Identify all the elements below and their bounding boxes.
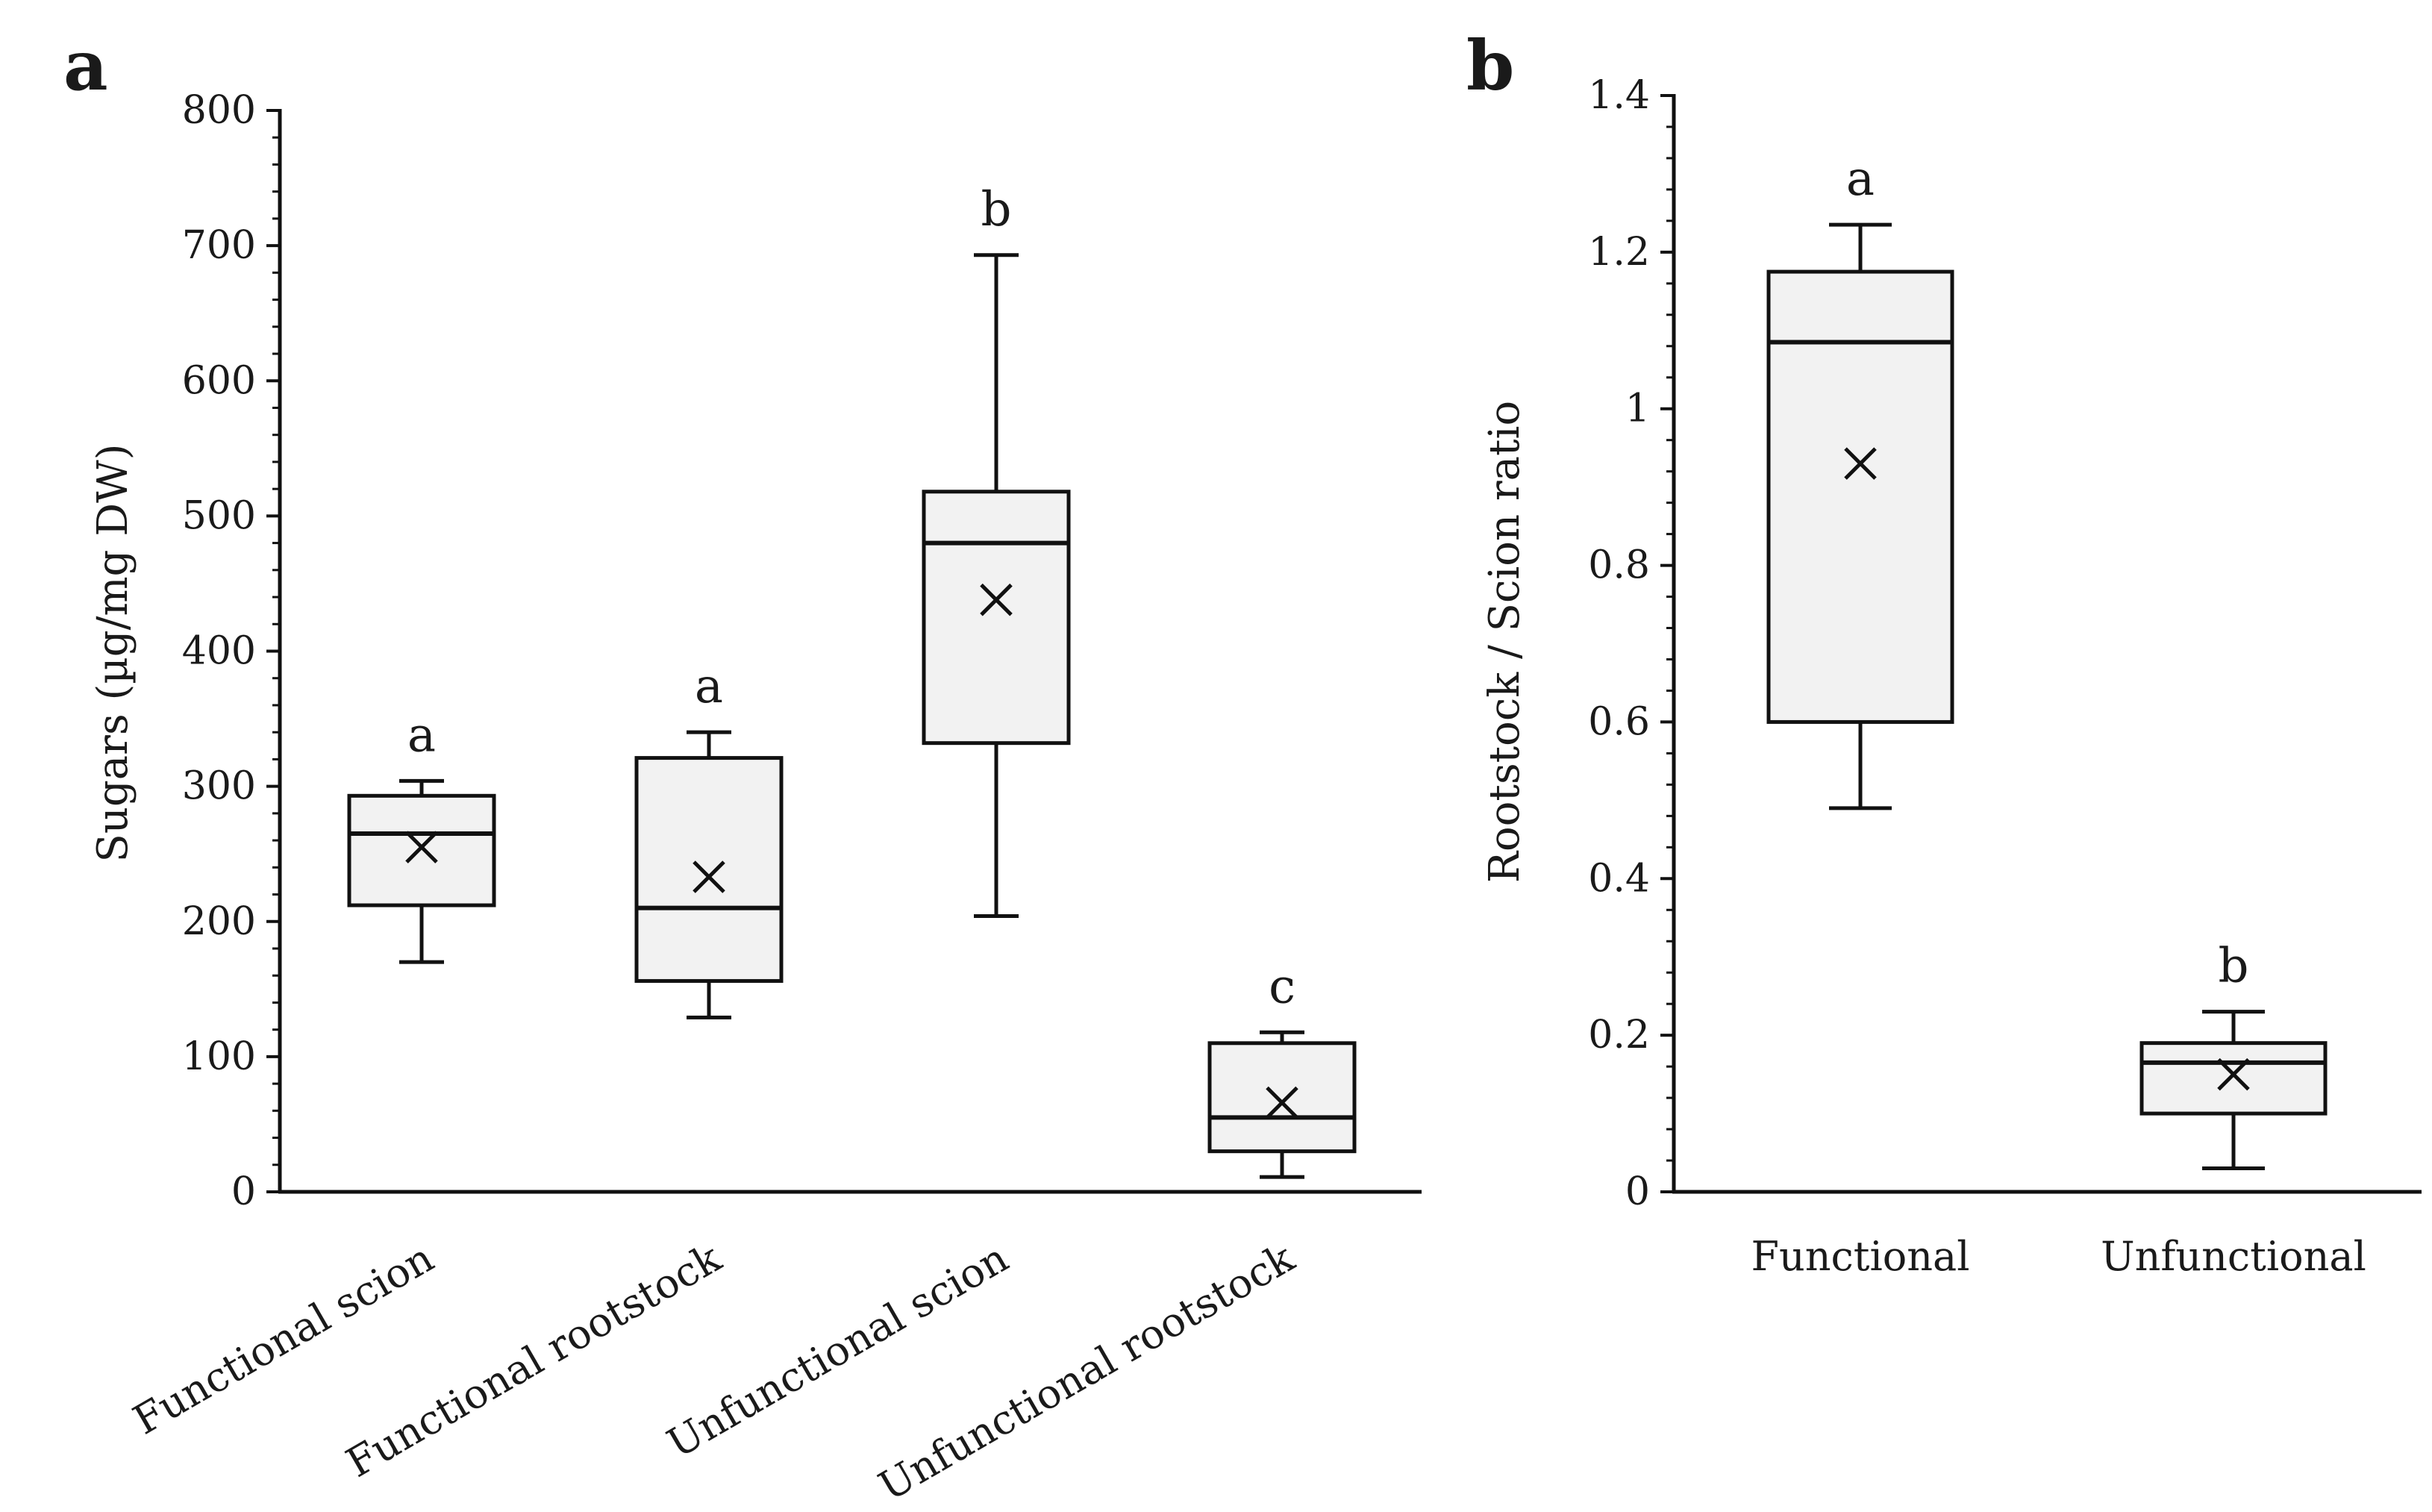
y-tick-label: 500	[182, 493, 256, 538]
mean-marker	[980, 583, 1013, 616]
significance-letter: a	[407, 707, 436, 763]
category-label: Functional scion	[125, 1234, 442, 1444]
box-1: a	[1766, 151, 1954, 810]
y-tick-label: 0.2	[1588, 1013, 1650, 1058]
panel-a-axes	[278, 109, 1422, 1194]
panel-a-boxes: a a b c	[347, 182, 1357, 1179]
panel-a-label: a	[63, 25, 108, 106]
iqr-box	[1766, 269, 1954, 724]
category-label: Functional	[1751, 1233, 1970, 1280]
significance-letter: b	[981, 182, 1012, 237]
y-tick-label: 1.2	[1588, 230, 1650, 275]
mean-marker	[2217, 1058, 2250, 1091]
iqr-box	[347, 793, 496, 907]
y-tick-label: 0.4	[1588, 856, 1650, 901]
significance-letter: a	[1846, 151, 1875, 207]
mean-marker	[1266, 1086, 1298, 1119]
significance-letter: c	[1269, 959, 1295, 1014]
iqr-box	[1207, 1041, 1357, 1154]
y-tick-label: 1.4	[1588, 73, 1650, 118]
mean-marker	[405, 831, 438, 863]
panel-b-boxes: ab	[1766, 151, 2328, 1171]
y-tick-label: 200	[182, 899, 256, 944]
y-tick-label: 700	[182, 223, 256, 268]
panel-b-y-ticks: 0 0.2 0.4 0.6 0.8 1 1.2 1.4	[1588, 73, 1674, 1214]
mean-marker	[1844, 447, 1877, 480]
y-tick-label: 600	[182, 358, 256, 403]
y-tick-label: 0	[1625, 1169, 1650, 1214]
panel-a-y-axis-label: Sugars (µg/mg DW)	[89, 444, 137, 863]
box-3: b	[922, 182, 1071, 919]
panel-b-category-labels: Functional Unfunctional	[1751, 1233, 2366, 1280]
significance-letter: b	[2219, 939, 2249, 994]
y-tick-label: 400	[182, 629, 256, 674]
mean-marker	[693, 860, 725, 893]
y-tick-label: 1	[1625, 387, 1650, 431]
box-2: b	[2139, 939, 2328, 1171]
iqr-box	[922, 490, 1071, 746]
panel-a-y-ticks: 0 100 200 300 400 500 600 700 800	[182, 88, 280, 1214]
iqr-box	[2139, 1041, 2328, 1116]
panel-b-axes	[1672, 94, 2422, 1194]
y-tick-label: 800	[182, 88, 256, 133]
y-tick-label: 0.6	[1588, 699, 1650, 744]
y-tick-label: 300	[182, 764, 256, 809]
y-tick-label: 0.8	[1588, 543, 1650, 588]
panel-b-label: b	[1466, 25, 1514, 106]
panel-a-boxplot: a Sugars (µg/mg DW) 0 100 200 300 400 500 600 7…	[63, 25, 1422, 1510]
panel-b-boxplot: b Rootstock / Scion ratio 0 0.2 0.4 0.6 0.8 1…	[1466, 25, 2422, 1280]
y-tick-label: 100	[182, 1034, 256, 1079]
y-tick-label: 0	[231, 1169, 256, 1214]
panel-b-y-axis-label: Rootstock / Scion ratio	[1481, 401, 1529, 883]
iqr-box	[634, 756, 784, 983]
box-4: c	[1207, 959, 1357, 1179]
box-1: a	[347, 707, 496, 964]
significance-letter: a	[695, 659, 723, 714]
box-2: a	[634, 659, 784, 1019]
category-label: Unfunctional	[2101, 1233, 2366, 1280]
